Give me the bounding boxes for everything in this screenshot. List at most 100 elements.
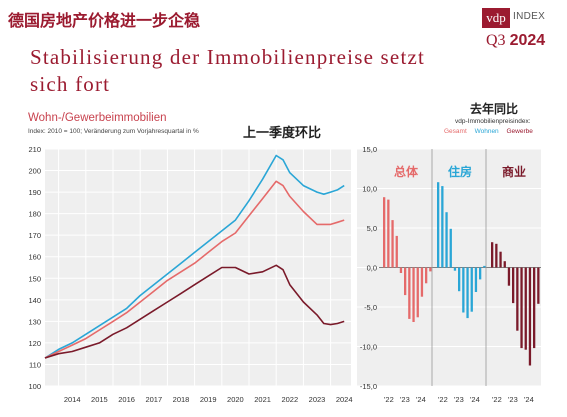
quarter-label-q: Q3 — [486, 32, 506, 49]
bar-wohnen — [458, 267, 461, 292]
bar-gewerbe — [537, 267, 540, 304]
bar-gesamt — [429, 267, 432, 272]
bar-x-tick-label: '23 — [508, 395, 518, 404]
x-tick-label: 2024 — [336, 395, 353, 404]
quarter-label: Q3 2024 — [486, 32, 545, 50]
bar-gesamt — [425, 267, 428, 284]
legend-gewerbe: Gewerbe — [506, 128, 533, 135]
y-tick-label: 130 — [28, 317, 41, 326]
bar-gewerbe — [495, 243, 498, 268]
bar-wohnen — [479, 267, 482, 280]
y-tick-label: 160 — [28, 253, 41, 262]
y-tick-label: 170 — [28, 231, 41, 240]
series-line-gesamt — [44, 180, 345, 359]
bar-y-tick-label: 10,0 — [362, 185, 377, 194]
bar-y-tick-label: -5,0 — [364, 303, 377, 312]
vdp-logo: vdp — [482, 8, 510, 28]
y-tick-label: 120 — [28, 339, 41, 348]
bar-gesamt — [399, 267, 403, 273]
logo-index-label: INDEX — [513, 11, 546, 22]
bar-y-tick-label: -10,0 — [360, 343, 377, 352]
bar-gewerbe — [516, 267, 519, 331]
x-tick-label: 2023 — [309, 395, 326, 404]
bar-gewerbe — [491, 242, 494, 268]
bar-gewerbe — [524, 267, 527, 350]
bar-x-tick-label: '22 — [384, 395, 394, 404]
bar-gewerbe — [507, 267, 511, 286]
bar-gewerbe — [520, 267, 523, 349]
line-chart: 100 110 120 130 140 150 160 170 180 190 200 210 2014… — [28, 145, 352, 404]
bar-y-tick-label: -15,0 — [360, 382, 377, 391]
bar-y-tick-label: 15,0 — [362, 145, 377, 154]
y-tick-label: 110 — [29, 360, 41, 369]
x-tick-label: 2018 — [173, 395, 190, 404]
x-tick-label: 2019 — [200, 395, 217, 404]
bar-gesamt — [420, 267, 424, 297]
bar-wohnen — [437, 182, 440, 268]
bar-gewerbe — [512, 267, 515, 304]
bar-gesamt — [391, 220, 394, 268]
x-tick-label: 2015 — [91, 395, 108, 404]
bar-wohnen — [474, 267, 478, 292]
bar-wohnen — [453, 267, 457, 271]
bar-x-tick-label: '23 — [454, 395, 464, 404]
bar-wohnen — [483, 265, 486, 268]
y-tick-label: 210 — [28, 145, 41, 154]
y-tick-label: 100 — [28, 382, 41, 391]
cn-title: 德国房地产价格进一步企稳 — [8, 11, 201, 30]
bar-wohnen — [462, 267, 465, 313]
line-chart-subtitle: Index: 2010 = 100; Veränderung zum Vorja… — [28, 128, 199, 135]
bar-gewerbe — [499, 251, 502, 268]
bar-wohnen — [470, 267, 473, 312]
x-tick-label: 2016 — [118, 395, 135, 404]
line-chart-title: Wohn-/Gewerbeimmobilien — [28, 112, 167, 124]
bar-wohnen — [445, 212, 448, 268]
y-tick-label: 150 — [28, 274, 41, 283]
x-tick-label: 2020 — [227, 395, 244, 404]
bar-x-tick-label: '24 — [524, 395, 534, 404]
y-tick-label: 140 — [28, 296, 41, 305]
legend-wohnen: Wohnen — [474, 128, 499, 135]
x-tick-label: 2017 — [145, 395, 162, 404]
bar-legend-title: vdp-Immobilienpreisindex: — [455, 118, 531, 125]
bar-legend: Gesamt Wohnen Gewerbe — [444, 128, 533, 135]
legend-gesamt: Gesamt — [444, 128, 467, 135]
bar-gesamt — [395, 235, 398, 268]
y-tick-label: 200 — [28, 167, 41, 176]
bar-wohnen — [449, 228, 452, 268]
bar-gesamt — [387, 199, 390, 268]
y-tick-label: 190 — [28, 188, 41, 197]
bar-gewerbe — [528, 267, 532, 366]
bar-x-tick-label: '24 — [416, 395, 426, 404]
bar-wohnen — [466, 267, 469, 319]
bar-wohnen — [441, 186, 444, 268]
bar-gesamt — [412, 267, 415, 322]
panel-label-wohnen: 住房 — [448, 164, 472, 179]
bar-y-tick-label: 5,0 — [367, 224, 377, 233]
bar-x-tick-label: '23 — [400, 395, 410, 404]
bar-y-tick-label: 0,0 — [367, 264, 377, 273]
bar-x-tick-label: '22 — [438, 395, 448, 404]
quarter-label-year: 2024 — [509, 32, 546, 49]
bar-x-tick-label: '24 — [470, 395, 480, 404]
panel-label-gesamt: 总体 — [394, 164, 419, 179]
bar-gesamt — [383, 197, 386, 268]
x-tick-label: 2014 — [64, 395, 81, 404]
bar-gesamt — [404, 267, 407, 296]
series-line-gewerbe — [44, 264, 345, 359]
series-line-wohnen — [44, 154, 345, 359]
x-tick-label: 2022 — [281, 395, 298, 404]
bar-chart-title: 去年同比 — [470, 102, 519, 116]
y-tick-label: 180 — [28, 210, 41, 219]
bar-x-tick-label: '22 — [492, 395, 502, 404]
bar-chart: 15,0 10,0 5,0 0,0 -5,0 -10,0 -15,0 总体 '22 '23 '24 住… — [357, 145, 541, 404]
x-tick-label: 2021 — [254, 395, 271, 404]
line-plot-bg — [45, 149, 351, 386]
headline: Stabilisierung der Immobilienpreise setz… — [30, 45, 426, 96]
line-chart-annotation: 上一季度环比 — [243, 126, 322, 141]
bar-gewerbe — [533, 267, 536, 349]
bar-gewerbe — [503, 261, 506, 268]
bar-gesamt — [416, 267, 419, 318]
bar-gesamt — [408, 267, 411, 319]
